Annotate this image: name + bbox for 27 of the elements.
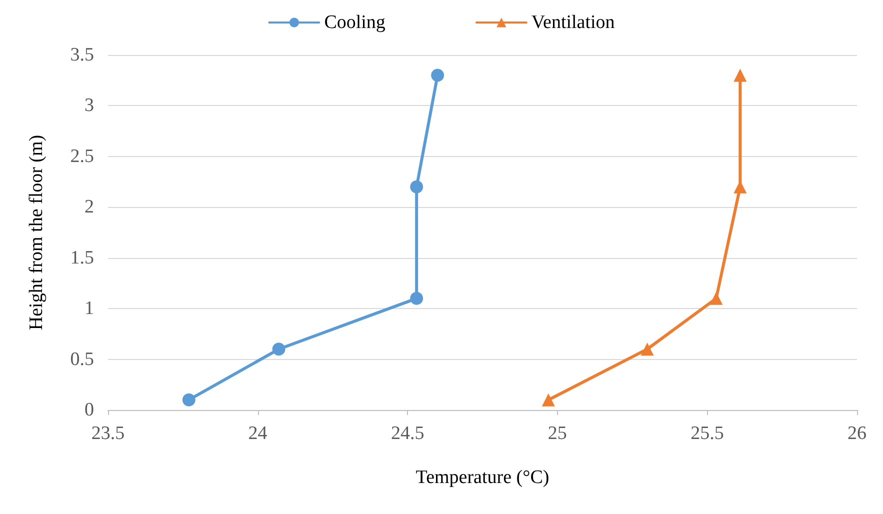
y-tick-label: 2 [84, 196, 94, 218]
point [640, 342, 654, 356]
x-tick-label: 23.5 [91, 423, 125, 444]
y-tick-label: 0.5 [70, 348, 94, 370]
point [410, 180, 424, 194]
legend-label: Cooling [324, 12, 386, 33]
y-tick-label: 3 [84, 95, 94, 116]
y-axis-title: Height from the floor (m) [26, 134, 47, 330]
x-tick-label: 25.5 [690, 423, 724, 444]
legend-label: Ventilation [531, 12, 616, 33]
point [710, 292, 723, 305]
y-tick-label: 3.5 [70, 44, 94, 66]
x-tick-label: 24 [248, 423, 268, 444]
point [410, 292, 424, 305]
x-tick-label: 25 [548, 423, 567, 444]
point [431, 68, 444, 82]
y-tick-label: 1.5 [70, 247, 94, 268]
y-tick-label: 2.5 [70, 146, 94, 167]
x-tick-label: 26 [848, 423, 866, 444]
y-tick-label: 1 [84, 298, 94, 320]
point [734, 68, 747, 82]
point [272, 342, 286, 356]
y-tick-label: 0 [84, 400, 94, 420]
x-axis-title: Temperature (°C) [416, 467, 550, 488]
point [182, 393, 196, 406]
x-tick-label: 24.5 [390, 423, 424, 444]
point [542, 393, 555, 406]
